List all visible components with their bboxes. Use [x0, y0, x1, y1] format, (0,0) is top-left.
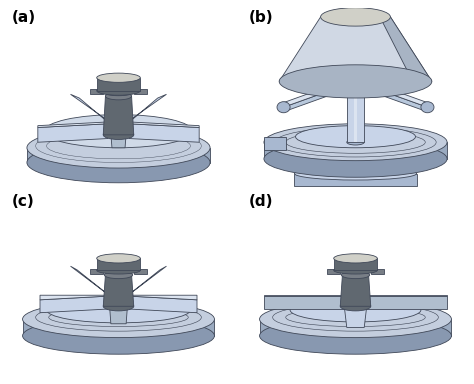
Ellipse shape	[23, 317, 214, 354]
Text: (a): (a)	[12, 10, 36, 25]
Polygon shape	[380, 17, 432, 81]
Ellipse shape	[347, 139, 364, 145]
Ellipse shape	[347, 79, 364, 84]
Polygon shape	[40, 296, 108, 313]
Polygon shape	[110, 131, 127, 148]
Ellipse shape	[27, 127, 210, 168]
Ellipse shape	[46, 297, 191, 323]
Ellipse shape	[97, 86, 140, 95]
Text: (d): (d)	[249, 194, 273, 209]
Ellipse shape	[260, 317, 451, 354]
Ellipse shape	[260, 301, 451, 338]
Ellipse shape	[341, 271, 370, 279]
Ellipse shape	[45, 114, 192, 148]
Polygon shape	[279, 17, 432, 81]
Circle shape	[277, 102, 290, 113]
Polygon shape	[38, 124, 108, 142]
Polygon shape	[129, 124, 199, 142]
Polygon shape	[264, 142, 447, 159]
Ellipse shape	[320, 8, 391, 26]
Polygon shape	[264, 295, 447, 296]
Polygon shape	[340, 275, 371, 306]
Ellipse shape	[290, 298, 421, 322]
Ellipse shape	[340, 302, 371, 311]
Ellipse shape	[104, 88, 133, 94]
Polygon shape	[371, 270, 384, 274]
Polygon shape	[264, 137, 286, 150]
Polygon shape	[134, 270, 147, 274]
Ellipse shape	[97, 73, 140, 82]
Ellipse shape	[104, 89, 133, 96]
Polygon shape	[123, 266, 166, 300]
Ellipse shape	[264, 124, 447, 161]
Polygon shape	[97, 258, 140, 270]
Polygon shape	[27, 148, 210, 162]
Ellipse shape	[97, 266, 140, 274]
Ellipse shape	[103, 302, 134, 311]
Ellipse shape	[103, 130, 134, 139]
Polygon shape	[354, 81, 357, 142]
Ellipse shape	[27, 142, 210, 183]
Polygon shape	[345, 270, 366, 296]
Polygon shape	[350, 48, 361, 81]
Ellipse shape	[264, 141, 447, 177]
Polygon shape	[71, 266, 114, 300]
Polygon shape	[97, 78, 140, 91]
Polygon shape	[129, 295, 197, 300]
Polygon shape	[103, 96, 134, 135]
Polygon shape	[350, 44, 361, 77]
Ellipse shape	[23, 301, 214, 338]
Polygon shape	[356, 81, 428, 112]
Ellipse shape	[104, 271, 133, 279]
Polygon shape	[294, 174, 417, 187]
Polygon shape	[129, 296, 197, 313]
Polygon shape	[347, 81, 364, 142]
Polygon shape	[71, 94, 112, 126]
Polygon shape	[283, 77, 356, 107]
Text: (b): (b)	[249, 10, 273, 25]
Polygon shape	[134, 89, 147, 94]
Polygon shape	[23, 319, 214, 336]
Text: (c): (c)	[12, 194, 35, 209]
Polygon shape	[129, 122, 199, 127]
Polygon shape	[264, 296, 447, 309]
Polygon shape	[327, 270, 340, 274]
Ellipse shape	[279, 65, 432, 98]
Polygon shape	[110, 309, 127, 324]
Ellipse shape	[334, 266, 377, 274]
Polygon shape	[283, 81, 356, 112]
Polygon shape	[90, 270, 103, 274]
Ellipse shape	[105, 93, 132, 100]
Polygon shape	[90, 89, 103, 94]
Ellipse shape	[294, 167, 417, 180]
Ellipse shape	[296, 126, 415, 148]
Polygon shape	[125, 94, 166, 126]
Polygon shape	[103, 275, 134, 306]
Polygon shape	[345, 309, 366, 328]
Polygon shape	[356, 77, 428, 107]
Polygon shape	[40, 295, 108, 300]
Ellipse shape	[97, 254, 140, 263]
Circle shape	[421, 102, 434, 113]
Polygon shape	[260, 319, 451, 336]
Ellipse shape	[334, 254, 377, 263]
Polygon shape	[38, 122, 108, 127]
Polygon shape	[334, 258, 377, 270]
